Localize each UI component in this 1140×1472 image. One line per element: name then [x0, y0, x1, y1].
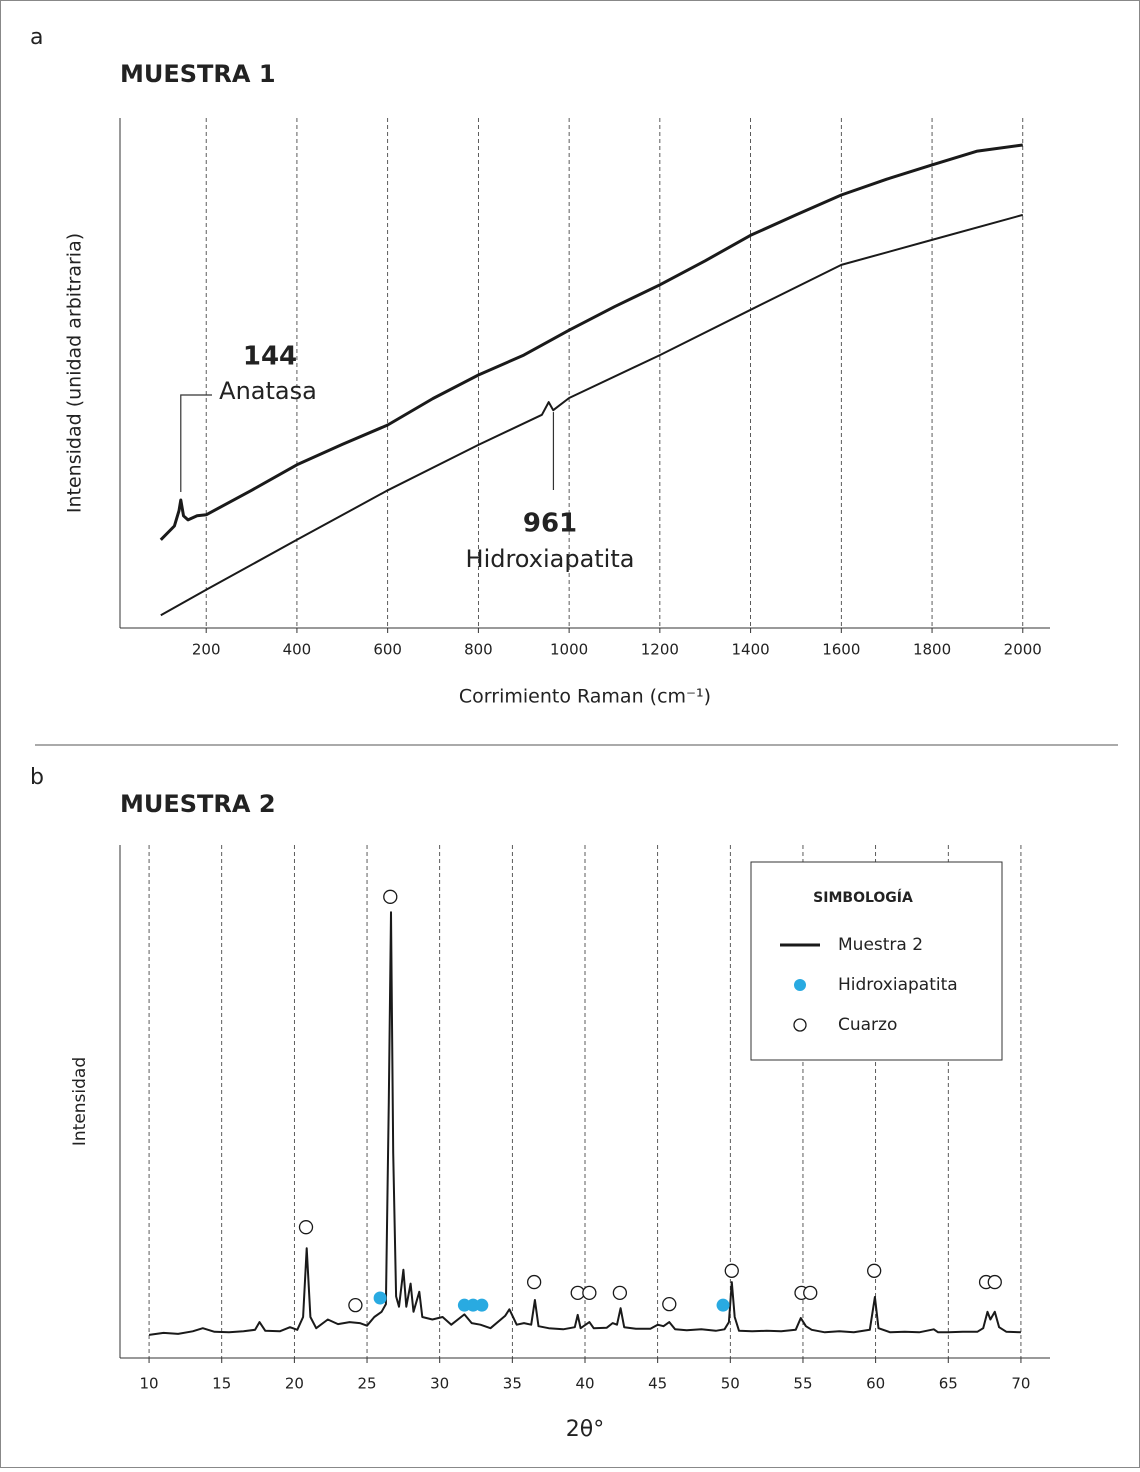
x-tick-label: 10 — [140, 1375, 159, 1393]
x-tick-label: 50 — [721, 1375, 740, 1393]
phase-marker — [348, 1298, 363, 1313]
x-tick-label: 70 — [1011, 1375, 1030, 1393]
legend-label: Cuarzo — [838, 1015, 897, 1035]
x-tick-label: 200 — [192, 641, 221, 659]
x-tick-label: 1600 — [822, 641, 860, 659]
phase-marker — [373, 1291, 387, 1305]
phase-marker — [526, 1274, 542, 1290]
legend-title: SIMBOLOGÍA — [813, 889, 913, 906]
spectrum-line — [160, 213, 1024, 617]
x-tick-label: 400 — [283, 641, 312, 659]
x-tick-label: 1200 — [641, 641, 679, 659]
x-tick-label: 55 — [793, 1375, 812, 1393]
spectrum-line — [148, 911, 1021, 1336]
phase-marker — [582, 1285, 597, 1300]
phase-marker — [612, 1285, 628, 1300]
annotation-value: 144 — [243, 342, 297, 372]
phase-marker — [475, 1298, 489, 1312]
phase-marker — [987, 1274, 1002, 1290]
x-axis-label: 2θ° — [566, 1417, 604, 1442]
x-tick-label: 2000 — [1004, 641, 1042, 659]
x-tick-label: 35 — [503, 1375, 522, 1393]
spectrum-line — [159, 143, 1023, 541]
annotation-label: Hidroxiapatita — [466, 545, 635, 573]
x-tick-label: 1800 — [913, 641, 951, 659]
legend-box — [750, 861, 1003, 1061]
phase-marker — [803, 1285, 818, 1300]
phase-marker — [867, 1263, 882, 1278]
phase-marker — [724, 1263, 739, 1278]
legend-swatch — [794, 979, 806, 991]
legend-label: Muestra 2 — [838, 935, 923, 955]
annotation-leader — [180, 394, 212, 492]
x-tick-label: 40 — [575, 1375, 594, 1393]
x-tick-label: 1400 — [731, 641, 769, 659]
phase-marker — [716, 1298, 730, 1312]
y-axis-label: Intensidad (unidad arbitraria) — [64, 233, 86, 513]
x-tick-label: 25 — [357, 1375, 376, 1393]
chart-title: MUESTRA 1 — [120, 60, 276, 88]
legend-swatch — [793, 1018, 807, 1032]
x-tick-label: 15 — [212, 1375, 231, 1393]
phase-marker — [383, 889, 398, 904]
x-tick-label: 60 — [866, 1375, 885, 1393]
x-tick-label: 45 — [648, 1375, 667, 1393]
x-tick-label: 1000 — [550, 641, 588, 659]
x-axis-label: Corrimiento Raman (cm⁻¹) — [459, 686, 711, 708]
x-tick-label: 800 — [464, 641, 493, 659]
chart-title: MUESTRA 2 — [120, 790, 276, 818]
legend-label: Hidroxiapatita — [838, 975, 958, 995]
annotation-value: 961 — [523, 509, 577, 539]
phase-marker — [662, 1296, 677, 1312]
annotation-label: Anatasa — [219, 377, 317, 405]
panel-label: a — [30, 25, 43, 50]
x-tick-label: 65 — [939, 1375, 958, 1393]
x-tick-label: 600 — [373, 641, 402, 659]
panel-label: b — [30, 765, 44, 790]
x-tick-label: 30 — [430, 1375, 449, 1393]
phase-marker — [298, 1220, 314, 1235]
x-tick-label: 20 — [285, 1375, 304, 1393]
y-axis-label: Intensidad — [70, 1057, 90, 1146]
